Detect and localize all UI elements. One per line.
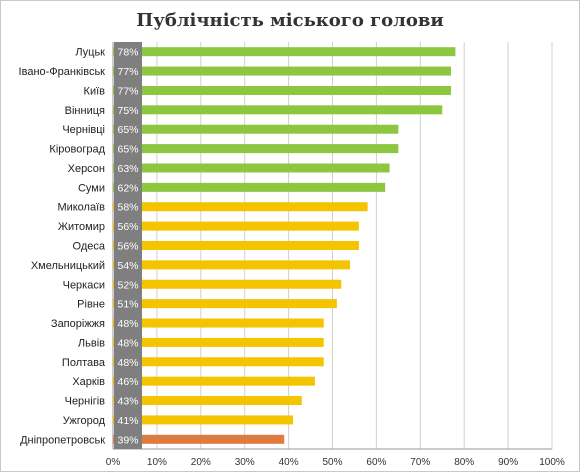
category-label: Ужгород: [63, 415, 106, 427]
bar: [113, 415, 293, 425]
label-box: [114, 410, 142, 430]
bar: [113, 357, 324, 367]
label-box: [114, 274, 142, 294]
x-tick-label: 80%: [454, 457, 474, 468]
label-box: [114, 235, 142, 256]
category-label: Одеса: [73, 241, 106, 253]
bar: [113, 434, 285, 444]
label-box: [114, 42, 142, 62]
category-label: Рівне: [77, 299, 105, 311]
data-label: 77%: [117, 85, 138, 97]
data-label: 39%: [117, 434, 138, 446]
label-box: [114, 61, 142, 81]
label-box: [114, 100, 142, 120]
label-box: [114, 332, 142, 353]
data-label: 56%: [117, 241, 138, 253]
label-box: [114, 216, 142, 236]
x-tick-label: 0%: [106, 457, 121, 468]
bar: [113, 376, 315, 386]
label-box: [114, 80, 142, 101]
x-tick-label: 40%: [279, 457, 299, 468]
category-label: Запоріжжя: [51, 318, 105, 330]
label-box: [114, 158, 142, 178]
label-box: [114, 138, 142, 159]
data-label: 43%: [117, 396, 138, 408]
x-tick-label: 50%: [322, 457, 342, 468]
bar: [113, 66, 452, 76]
category-label: Хмельницький: [31, 260, 105, 272]
category-label: Харків: [72, 376, 105, 388]
category-label: Івано-Франківськ: [19, 66, 106, 78]
label-box: [114, 390, 142, 411]
label-box: [114, 255, 142, 275]
category-label: Луцьк: [75, 47, 105, 59]
category-label: Чернігів: [65, 396, 106, 408]
data-label: 75%: [117, 105, 138, 117]
data-label: 65%: [117, 124, 138, 136]
category-label: Миколаїв: [57, 202, 105, 214]
bar: [113, 47, 456, 57]
bar: [113, 202, 368, 212]
category-label: Чернівці: [62, 124, 105, 136]
x-tick-label: 60%: [366, 457, 386, 468]
category-label: Дніпропетровськ: [20, 434, 105, 446]
data-label: 48%: [117, 318, 138, 330]
bar: [113, 299, 337, 309]
bar: [113, 337, 324, 347]
x-tick-label: 100%: [539, 457, 565, 468]
data-label: 41%: [117, 415, 138, 427]
bar: [113, 124, 399, 134]
x-tick-label: 70%: [410, 457, 430, 468]
label-box: [114, 197, 142, 217]
bar: [113, 221, 359, 231]
label-box: [114, 313, 142, 333]
bar: [113, 144, 399, 154]
label-box: [114, 177, 142, 198]
bar: [113, 318, 324, 328]
label-box: [114, 371, 142, 391]
chart-title: Публічність міського голови: [136, 10, 444, 31]
label-box: [114, 429, 142, 449]
label-box: [114, 352, 142, 372]
category-label: Кіровоград: [49, 144, 105, 156]
data-label: 58%: [117, 202, 138, 214]
bar: [113, 260, 351, 270]
bar: [113, 396, 302, 406]
category-label: Херсон: [68, 163, 105, 175]
data-label: 54%: [117, 260, 138, 272]
x-tick-label: 10%: [147, 457, 167, 468]
label-box: [114, 119, 142, 139]
bar: [113, 279, 342, 289]
bar: [113, 85, 452, 95]
category-label: Черкаси: [63, 279, 105, 291]
category-label: Львів: [78, 337, 105, 349]
category-label: Суми: [78, 182, 105, 194]
data-label: 56%: [117, 221, 138, 233]
category-label: Житомир: [58, 221, 105, 233]
x-tick-label: 90%: [498, 457, 518, 468]
x-tick-label: 20%: [191, 457, 211, 468]
data-label: 46%: [117, 376, 138, 388]
data-label: 78%: [117, 47, 138, 59]
data-label: 48%: [117, 337, 138, 349]
category-label: Київ: [84, 85, 106, 97]
bar: [113, 241, 359, 250]
data-label: 52%: [117, 279, 138, 291]
label-box: [114, 293, 142, 314]
category-label: Вінниця: [65, 105, 105, 117]
bar: [113, 105, 443, 115]
bar: [113, 163, 390, 173]
data-label: 62%: [117, 182, 138, 194]
bar: [113, 182, 386, 192]
data-label: 51%: [117, 299, 138, 311]
data-label: 63%: [117, 163, 138, 175]
data-label: 77%: [117, 66, 138, 78]
data-label: 48%: [117, 357, 138, 369]
data-label: 65%: [117, 144, 138, 156]
x-tick-label: 30%: [235, 457, 255, 468]
category-label: Полтава: [62, 357, 106, 369]
